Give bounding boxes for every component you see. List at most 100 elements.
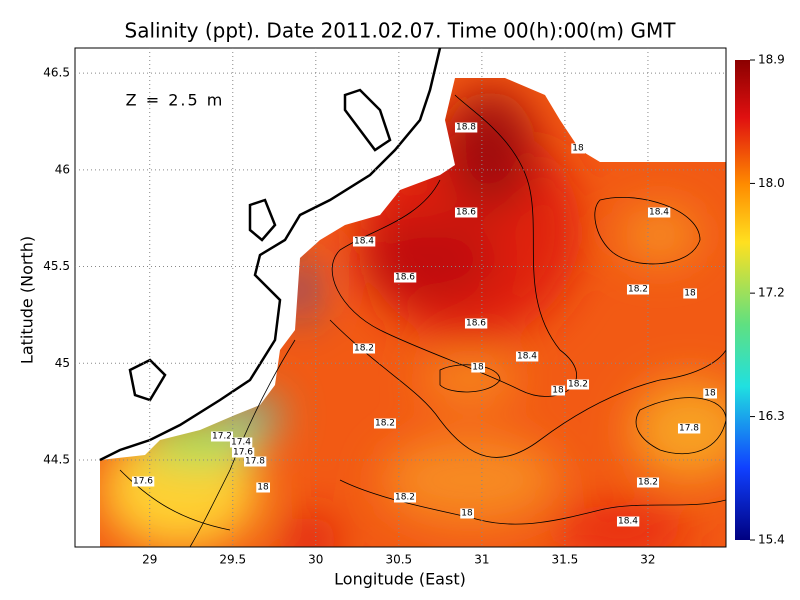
colorbar-tick-label: 18.9: [758, 53, 785, 67]
contour-label: 18: [551, 385, 565, 396]
contour-label: 18: [571, 143, 585, 154]
contour-label-bg: [256, 482, 270, 493]
contour-label-text: 17.6: [233, 448, 253, 458]
contour-label-text: 18.4: [517, 352, 537, 362]
colorbar: [735, 60, 750, 540]
contour-label-bg: [677, 423, 701, 434]
contour-label: 18.2: [352, 343, 376, 354]
contour-label-bg: [393, 272, 417, 283]
contour-lines: [119, 94, 726, 547]
field: [75, 48, 726, 547]
y-axis-label: Latitude (North): [18, 236, 37, 364]
contour-label-bg: [703, 388, 717, 399]
coastline: [99, 48, 442, 462]
contour-label-bg: [616, 516, 640, 527]
colorbar-tick-label: 18.0: [758, 176, 785, 190]
x-tick-label: 31.5: [552, 553, 579, 567]
y-tick-label: 46: [55, 162, 70, 176]
contour-label: 18: [460, 508, 474, 519]
contour-label: 17.6: [131, 476, 155, 487]
x-tick-label: 32: [640, 553, 655, 567]
contour-label-text: 18.2: [375, 419, 395, 429]
contour-label: 18: [703, 388, 717, 399]
contour-label-bg: [471, 362, 485, 373]
contour-label-text: 18: [461, 509, 473, 519]
contour-label-bg: [352, 343, 376, 354]
contour-label-text: 17.8: [245, 457, 265, 467]
contour-label-bg: [460, 508, 474, 519]
colorbar-tick-label: 15.4: [758, 533, 785, 547]
y-tick-label: 45.5: [43, 259, 70, 273]
contour-label-bg: [352, 236, 376, 247]
field-blobs: [100, 90, 726, 547]
x-tick-label: 30: [308, 553, 323, 567]
contour-label-text: 18.2: [568, 380, 588, 390]
contour-label: 18.4: [515, 351, 539, 362]
contour-label-text: 18: [257, 483, 269, 493]
y-tick-label: 44.5: [43, 452, 70, 466]
contour-label-bg: [229, 437, 253, 448]
contour-label-group: 18.8 18 18.6 18.4 18.4 18.6 18.2 18 18.6 18.2 18.4…: [131, 122, 717, 527]
contour-label-bg: [647, 207, 671, 218]
contour-label-bg: [515, 351, 539, 362]
contour-label-text: 18.2: [395, 493, 415, 503]
contour-label-text: 18.4: [649, 208, 669, 218]
contour-label-text: 18: [552, 386, 564, 396]
contour-label-text: 18.8: [456, 123, 476, 133]
contour-label: 18.4: [616, 516, 640, 527]
contour-label: 18.2: [626, 284, 650, 295]
y-tick-label: 46.5: [43, 66, 70, 80]
contour-label-text: 18.6: [466, 319, 486, 329]
contour-label-bg: [131, 476, 155, 487]
contour-label-text: 18: [704, 389, 716, 399]
contour-label-text: 17.8: [679, 424, 699, 434]
contour-label: 17.4: [229, 437, 253, 448]
contour-label: 18.2: [566, 379, 590, 390]
contour-label-bg: [454, 122, 478, 133]
contour-label-bg: [551, 385, 565, 396]
contour-label: 17.8: [677, 423, 701, 434]
grid: [75, 48, 726, 547]
contour-label-bg: [566, 379, 590, 390]
contour-label-bg: [464, 318, 488, 329]
contour-label-text: 18.2: [354, 344, 374, 354]
contour-label: 18.2: [373, 418, 397, 429]
contour-label-text: 18.4: [618, 517, 638, 527]
contour-label: 18.6: [393, 272, 417, 283]
x-axis-label: Longitude (East): [334, 570, 466, 589]
contour-label: 18.2: [393, 492, 417, 503]
contour-label-text: 18.2: [638, 478, 658, 488]
contour-label: 18.4: [647, 207, 671, 218]
contour-label-bg: [571, 143, 585, 154]
contour-label-bg: [626, 284, 650, 295]
contour-label-bg: [636, 477, 660, 488]
contour-label-text: 18.6: [395, 273, 415, 283]
y-tick-label: 45: [55, 356, 70, 370]
x-tick-label: 31: [474, 553, 489, 567]
contour-label: 18: [471, 362, 485, 373]
x-tick-label: 29: [142, 553, 157, 567]
contour-label-bg: [454, 207, 478, 218]
x-tick-label: 29.5: [219, 553, 246, 567]
contour-label: 17.6: [231, 447, 255, 458]
contour-label-text: 18.6: [456, 208, 476, 218]
contour-label-bg: [373, 418, 397, 429]
contour-label: 18.8: [454, 122, 478, 133]
x-tick-label: 30.5: [385, 553, 412, 567]
contour-label-text: 17.4: [231, 438, 251, 448]
contour-label-bg: [393, 492, 417, 503]
contour-label: 18: [683, 288, 697, 299]
depth-annotation: Z = 2.5 m: [126, 91, 225, 110]
plot-frame: [74, 47, 727, 548]
contour-label: 18.4: [352, 236, 376, 247]
contour-label-text: 18: [472, 363, 484, 373]
title: Salinity (ppt). Date 2011.02.07. Time 00…: [125, 19, 677, 43]
contour-label: 18.6: [464, 318, 488, 329]
contour-label-bg: [683, 288, 697, 299]
contour-label: 18: [256, 482, 270, 493]
contour-label-bg: [243, 456, 267, 467]
contour-label-text: 17.2: [212, 432, 232, 442]
contour-label: 18.2: [636, 477, 660, 488]
